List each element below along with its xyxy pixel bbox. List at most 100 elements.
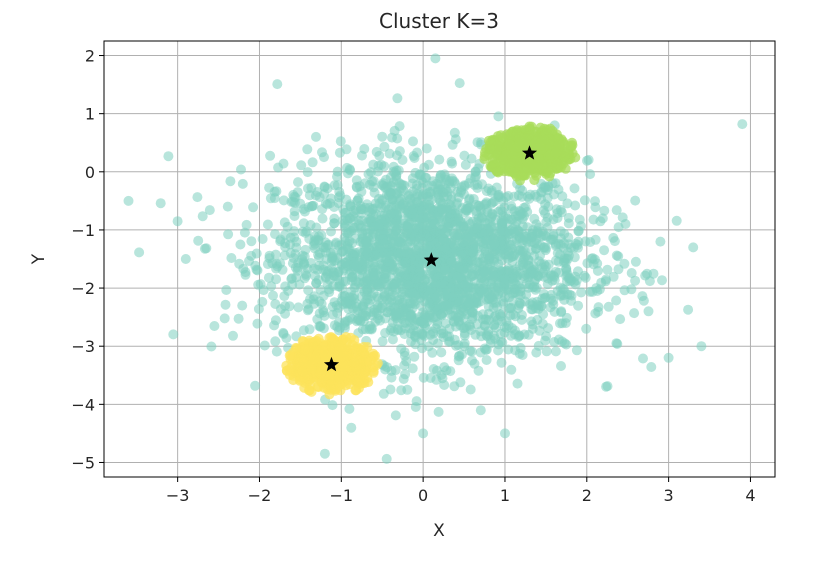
scatter-point (270, 336, 281, 347)
scatter-point (385, 301, 396, 312)
y-tick-label: −2 (71, 279, 95, 298)
scatter-point (265, 150, 276, 161)
scatter-point (417, 328, 428, 339)
scatter-point (269, 320, 280, 331)
scatter-point (414, 169, 425, 180)
scatter-point (336, 247, 347, 258)
scatter-point (287, 279, 298, 290)
scatter-point (280, 308, 291, 319)
scatter-point (454, 78, 465, 89)
scatter-point (453, 192, 464, 203)
scatter-point (255, 279, 266, 290)
scatter-point (440, 265, 451, 276)
scatter-point (425, 298, 435, 309)
scatter-point (504, 139, 515, 150)
scatter-point (508, 276, 519, 287)
scatter-point (481, 330, 492, 341)
scatter-point (543, 323, 554, 334)
scatter-point (333, 317, 344, 328)
scatter-point (294, 279, 305, 290)
y-tick-label: −3 (71, 337, 95, 356)
scatter-point (293, 302, 304, 313)
scatter-point (493, 339, 504, 350)
scatter-point (466, 232, 477, 243)
scatter-point (475, 405, 486, 416)
scatter-point (355, 220, 366, 231)
scatter-point (409, 153, 420, 163)
scatter-point (538, 182, 549, 193)
scatter-point (529, 251, 539, 261)
scatter-point (466, 271, 477, 282)
scatter-point (351, 298, 362, 309)
scatter-point (562, 198, 573, 209)
scatter-point (346, 422, 357, 433)
scatter-point (512, 125, 522, 136)
scatter-point (592, 265, 603, 276)
scatter-point (377, 131, 388, 142)
scatter-point (226, 253, 237, 263)
scatter-point (491, 297, 502, 308)
scatter-point (220, 299, 231, 310)
scatter-point (555, 318, 565, 329)
scatter-point (296, 160, 307, 171)
scatter-point (354, 181, 365, 192)
scatter-point (317, 213, 328, 224)
scatter-point (155, 198, 166, 209)
scatter-point (464, 195, 474, 205)
scatter-point (540, 245, 551, 256)
scatter-point (581, 323, 592, 334)
scatter-point (461, 281, 472, 292)
scatter-point (312, 187, 323, 197)
scatter-point (552, 208, 563, 219)
scatter-point (496, 357, 507, 368)
scatter-point (333, 350, 344, 361)
scatter-point (563, 218, 574, 229)
scatter-point (306, 363, 317, 374)
scatter-point (541, 346, 552, 357)
scatter-point (357, 150, 367, 161)
scatter-point (436, 278, 447, 289)
scatter-point (629, 308, 640, 319)
scatter-point (550, 346, 561, 357)
scatter-point (382, 227, 393, 238)
scatter-point (299, 382, 310, 393)
scatter-point (570, 200, 581, 211)
scatter-point (446, 256, 457, 267)
scatter-point (222, 201, 233, 212)
scatter-point (497, 206, 508, 217)
scatter-point (557, 191, 568, 202)
scatter-point (438, 332, 449, 343)
scatter-point (377, 300, 388, 311)
scatter-point (599, 205, 610, 216)
scatter-point (497, 132, 508, 143)
scatter-point (688, 242, 699, 253)
scatter-point (293, 177, 303, 188)
scatter-point (485, 161, 496, 172)
scatter-point (341, 144, 352, 155)
scatter-point (480, 266, 491, 277)
scatter-point (331, 237, 342, 248)
scatter-point (580, 272, 591, 283)
scatter-point (349, 357, 360, 368)
scatter-point (524, 279, 535, 290)
scatter-point (314, 321, 325, 332)
scatter-point (465, 384, 476, 395)
scatter-point (372, 279, 383, 290)
scatter-point (500, 428, 510, 439)
scatter-point (507, 295, 518, 306)
scatter-point (612, 338, 623, 349)
scatter-point (405, 323, 416, 334)
scatter-point (223, 229, 234, 240)
x-tick-label: −2 (248, 486, 272, 505)
scatter-point (433, 406, 444, 417)
scatter-point (453, 231, 463, 242)
scatter-point (302, 144, 313, 155)
scatter-point (377, 234, 388, 245)
scatter-point (696, 341, 707, 352)
scatter-point (524, 162, 535, 173)
scatter-point (400, 369, 411, 380)
scatter-point (416, 283, 427, 294)
scatter-point (180, 254, 191, 264)
scatter-point (562, 253, 573, 264)
x-tick-label: 1 (500, 486, 510, 505)
